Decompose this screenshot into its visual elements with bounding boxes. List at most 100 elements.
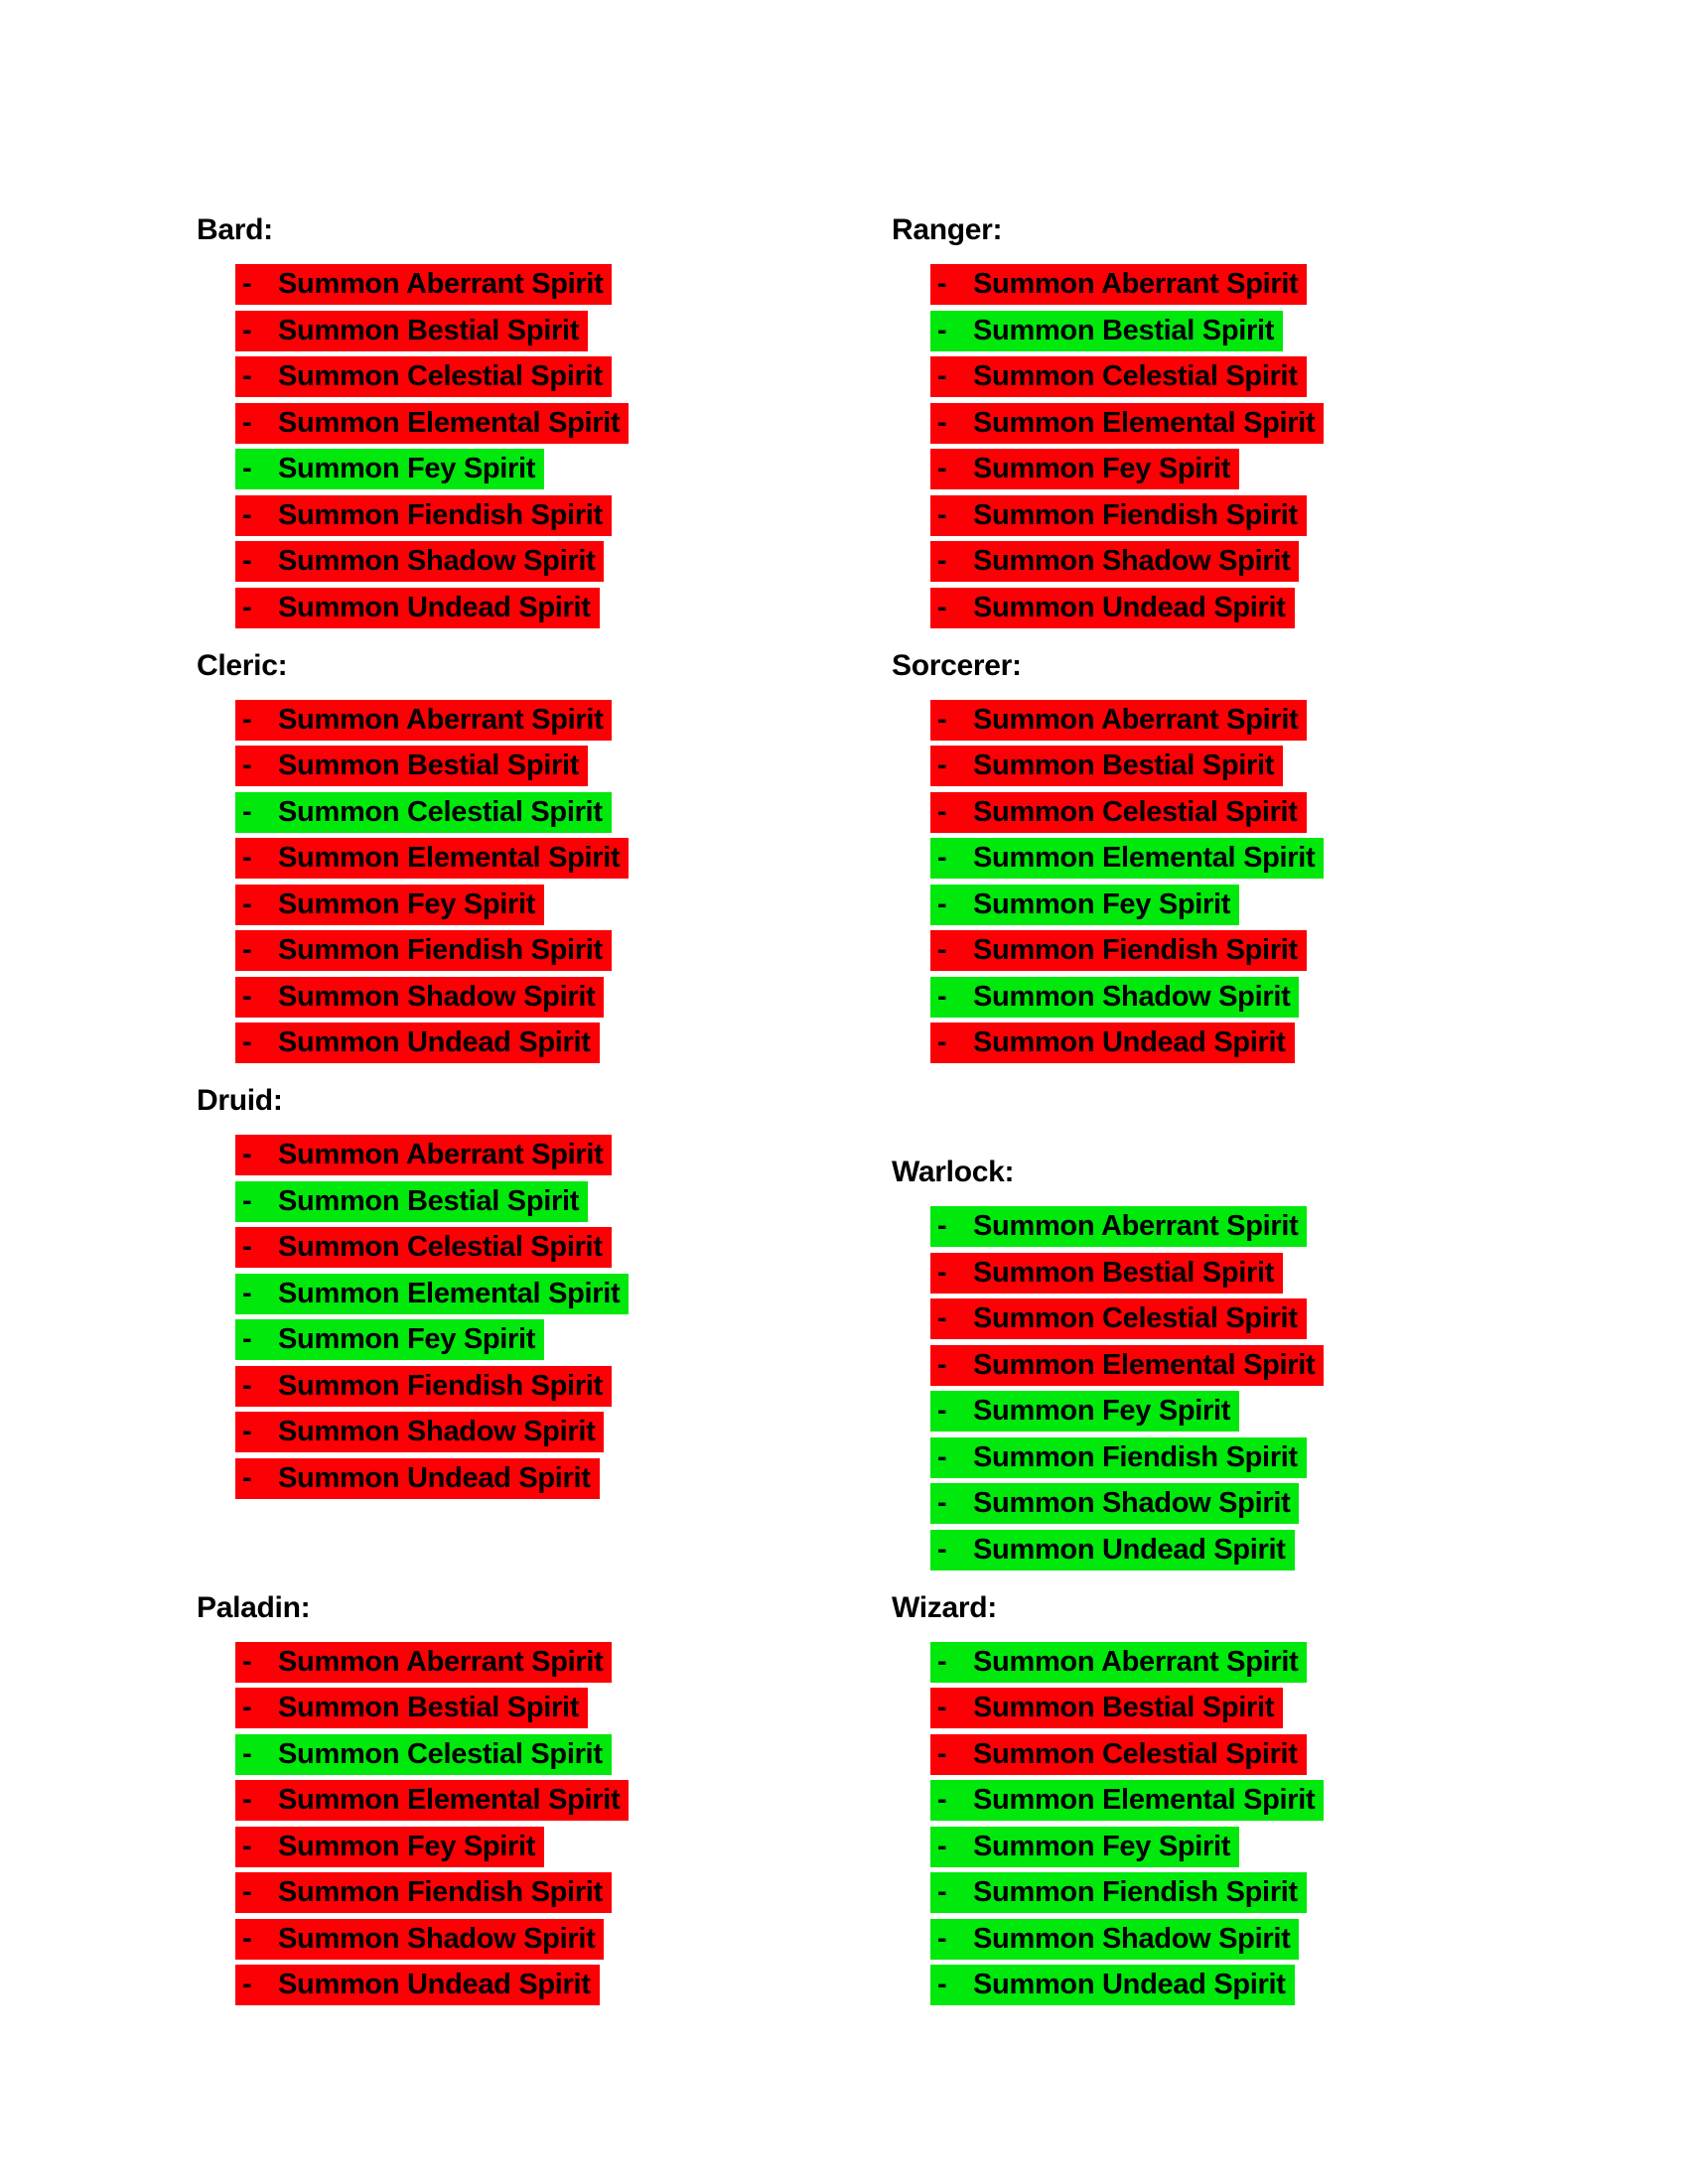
left-column: Bard: - Summon Aberrant Spirit - Summon Be… [197, 206, 630, 2011]
spell-label: Summon Undead Spirit [973, 1969, 1286, 2000]
spell-row: - Summon Shadow Spirit [930, 1483, 1300, 1524]
spell-row: - Summon Celestial Spirit [235, 1733, 612, 1775]
list-dash-icon: - [937, 842, 947, 874]
list-dash-icon: - [242, 1323, 252, 1355]
list-dash-icon: - [937, 1348, 947, 1381]
spell-label: Summon Aberrant Spirit [973, 268, 1299, 300]
spell-row: - Summon Undead Spirit [235, 1965, 600, 2005]
spell-list: - Summon Aberrant Spirit - Summon Bestial … [235, 699, 630, 1063]
list-dash-icon: - [242, 1784, 252, 1816]
spell-label: Summon Undead Spirit [278, 1461, 591, 1494]
spell-row: - Summon Aberrant Spirit [235, 699, 613, 741]
list-dash-icon: - [242, 703, 252, 736]
spell-row: - Summon Elemental Spirit [235, 1780, 630, 1821]
list-dash-icon: - [242, 1184, 252, 1217]
spell-row: - Summon Fey Spirit [235, 884, 545, 925]
list-dash-icon: - [242, 545, 252, 577]
spell-row: - Summon Bestial Spirit [235, 1180, 589, 1222]
spell-label: Summon Shadow Spirit [973, 1922, 1291, 1955]
spell-label: Summon Celestial Spirit [973, 1302, 1298, 1334]
list-dash-icon: - [242, 887, 252, 920]
spell-label: Summon Shadow Spirit [278, 1922, 596, 1955]
spell-label: Summon Elemental Spirit [973, 1784, 1316, 1816]
list-dash-icon: - [937, 795, 947, 828]
spell-label: Summon Elemental Spirit [973, 842, 1316, 874]
list-dash-icon: - [937, 1026, 947, 1058]
spell-row: - Summon Fiendish Spirit [235, 1872, 612, 1913]
spell-label: Summon Fiendish Spirit [973, 1440, 1298, 1473]
spell-label: Summon Fiendish Spirit [973, 934, 1298, 966]
spell-label: Summon Fey Spirit [278, 887, 536, 920]
spell-label: Summon Fey Spirit [278, 1830, 536, 1862]
spell-row: - Summon Celestial Spirit [930, 791, 1307, 833]
list-dash-icon: - [937, 591, 947, 623]
spell-row: - Summon Undead Spirit [930, 1529, 1295, 1570]
list-dash-icon: - [242, 1645, 252, 1678]
spell-row: - Summon Fiendish Spirit [235, 1365, 612, 1407]
spell-row: - Summon Shadow Spirit [235, 1918, 605, 1960]
list-dash-icon: - [242, 268, 252, 300]
spell-label: Summon Celestial Spirit [278, 1737, 603, 1770]
spell-label: Summon Shadow Spirit [278, 545, 596, 577]
class-heading: Bard: [197, 213, 273, 246]
list-dash-icon: - [937, 1922, 947, 1955]
spell-row: - Summon Aberrant Spirit [235, 264, 613, 305]
spell-row: - Summon Shadow Spirit [930, 976, 1300, 1018]
list-dash-icon: - [242, 1461, 252, 1494]
spell-label: Summon Aberrant Spirit [278, 1139, 604, 1170]
spell-label: Summon Fiendish Spirit [278, 1369, 603, 1402]
list-dash-icon: - [937, 934, 947, 966]
spell-row: - Summon Fey Spirit [930, 1826, 1240, 1867]
list-dash-icon: - [242, 498, 252, 531]
spell-row: - Summon Elemental Spirit [930, 1780, 1325, 1821]
list-dash-icon: - [242, 1277, 252, 1309]
class-section-sorcerer: Sorcerer: - Summon Aberrant Spirit - Summo… [892, 642, 1325, 1063]
class-section-druid: Druid: - Summon Aberrant Spirit - Summon B… [197, 1077, 630, 1499]
spell-label: Summon Elemental Spirit [278, 1277, 621, 1309]
spell-label: Summon Celestial Spirit [973, 795, 1298, 828]
spell-label: Summon Fiendish Spirit [973, 1876, 1298, 1908]
spell-list: - Summon Aberrant Spirit - Summon Bestial … [235, 1135, 630, 1499]
list-dash-icon: - [937, 750, 947, 781]
list-dash-icon: - [937, 1395, 947, 1427]
class-section-bard: Bard: - Summon Aberrant Spirit - Summon Be… [197, 206, 630, 628]
spell-label: Summon Undead Spirit [278, 1026, 591, 1058]
spell-label: Summon Fiendish Spirit [278, 498, 603, 531]
spell-row: - Summon Bestial Spirit [235, 310, 589, 351]
list-dash-icon: - [242, 453, 252, 484]
spell-label: Summon Bestial Spirit [278, 750, 580, 781]
spell-label: Summon Aberrant Spirit [973, 1645, 1299, 1678]
spell-label: Summon Fey Spirit [973, 1395, 1231, 1427]
list-dash-icon: - [937, 1210, 947, 1242]
spell-label: Summon Undead Spirit [973, 1026, 1286, 1058]
list-dash-icon: - [937, 1876, 947, 1908]
list-dash-icon: - [242, 591, 252, 623]
spell-row: - Summon Fiendish Spirit [930, 930, 1307, 971]
spell-label: Summon Bestial Spirit [278, 314, 580, 346]
list-dash-icon: - [937, 980, 947, 1013]
spell-row: - Summon Celestial Spirit [930, 1298, 1307, 1339]
list-dash-icon: - [242, 1139, 252, 1170]
list-dash-icon: - [937, 1692, 947, 1723]
spell-row: - Summon Fey Spirit [235, 1826, 545, 1867]
spell-row: - Summon Celestial Spirit [930, 356, 1307, 397]
list-dash-icon: - [242, 1830, 252, 1862]
class-section-warlock: Warlock: - Summon Aberrant Spirit - Summon… [892, 1149, 1325, 1570]
spell-label: Summon Fiendish Spirit [278, 1876, 603, 1908]
spell-row: - Summon Bestial Spirit [235, 1688, 589, 1728]
spell-row: - Summon Fiendish Spirit [930, 494, 1307, 536]
spell-label: Summon Aberrant Spirit [278, 1645, 604, 1678]
list-dash-icon: - [242, 314, 252, 346]
spell-label: Summon Shadow Spirit [278, 1416, 596, 1447]
spell-label: Summon Fey Spirit [278, 453, 536, 484]
spell-row: - Summon Fiendish Spirit [930, 1872, 1307, 1913]
spell-label: Summon Celestial Spirit [278, 1231, 603, 1263]
spell-label: Summon Celestial Spirit [278, 360, 603, 392]
list-dash-icon: - [242, 1231, 252, 1263]
spell-row: - Summon Elemental Spirit [235, 402, 630, 444]
spell-row: - Summon Celestial Spirit [930, 1733, 1307, 1775]
spell-row: - Summon Fiendish Spirit [930, 1436, 1307, 1478]
spell-label: Summon Celestial Spirit [973, 360, 1298, 392]
list-dash-icon: - [937, 1256, 947, 1289]
spell-label: Summon Bestial Spirit [973, 1692, 1275, 1723]
